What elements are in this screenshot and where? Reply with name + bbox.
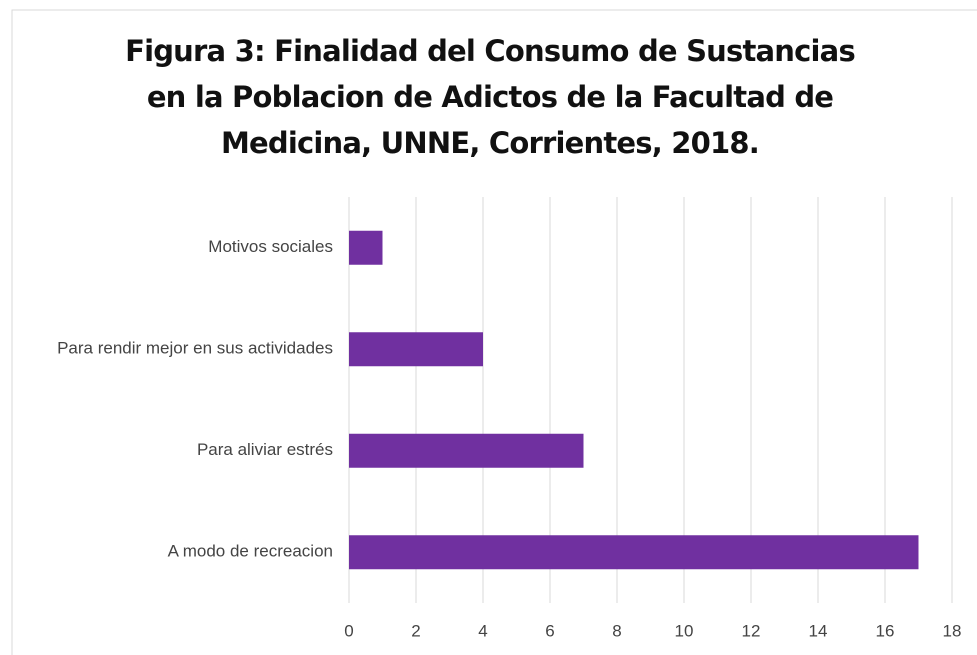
- x-tick-label: 6: [545, 621, 554, 640]
- bar: [349, 535, 919, 570]
- y-tick-label: Motivos sociales: [208, 237, 333, 256]
- x-tick-label: 10: [675, 621, 694, 640]
- x-tick-label: 18: [943, 621, 962, 640]
- bar: [349, 332, 483, 367]
- y-tick-label: Para aliviar estrés: [197, 440, 333, 459]
- bar: [349, 230, 383, 265]
- bar: [349, 433, 584, 468]
- x-tick-label: 0: [344, 621, 353, 640]
- y-tick-label: A modo de recreacion: [168, 542, 333, 561]
- x-tick-label: 16: [876, 621, 895, 640]
- x-tick-label: 2: [411, 621, 420, 640]
- x-tick-label: 4: [478, 621, 487, 640]
- chart-title: Figura 3: Finalidad del Consumo de Susta…: [125, 34, 856, 160]
- x-tick-label: 12: [742, 621, 761, 640]
- x-tick-label: 14: [809, 621, 828, 640]
- y-tick-label: Para rendir mejor en sus actividades: [57, 339, 333, 358]
- chart-frame: [11, 9, 977, 655]
- x-tick-label: 8: [612, 621, 621, 640]
